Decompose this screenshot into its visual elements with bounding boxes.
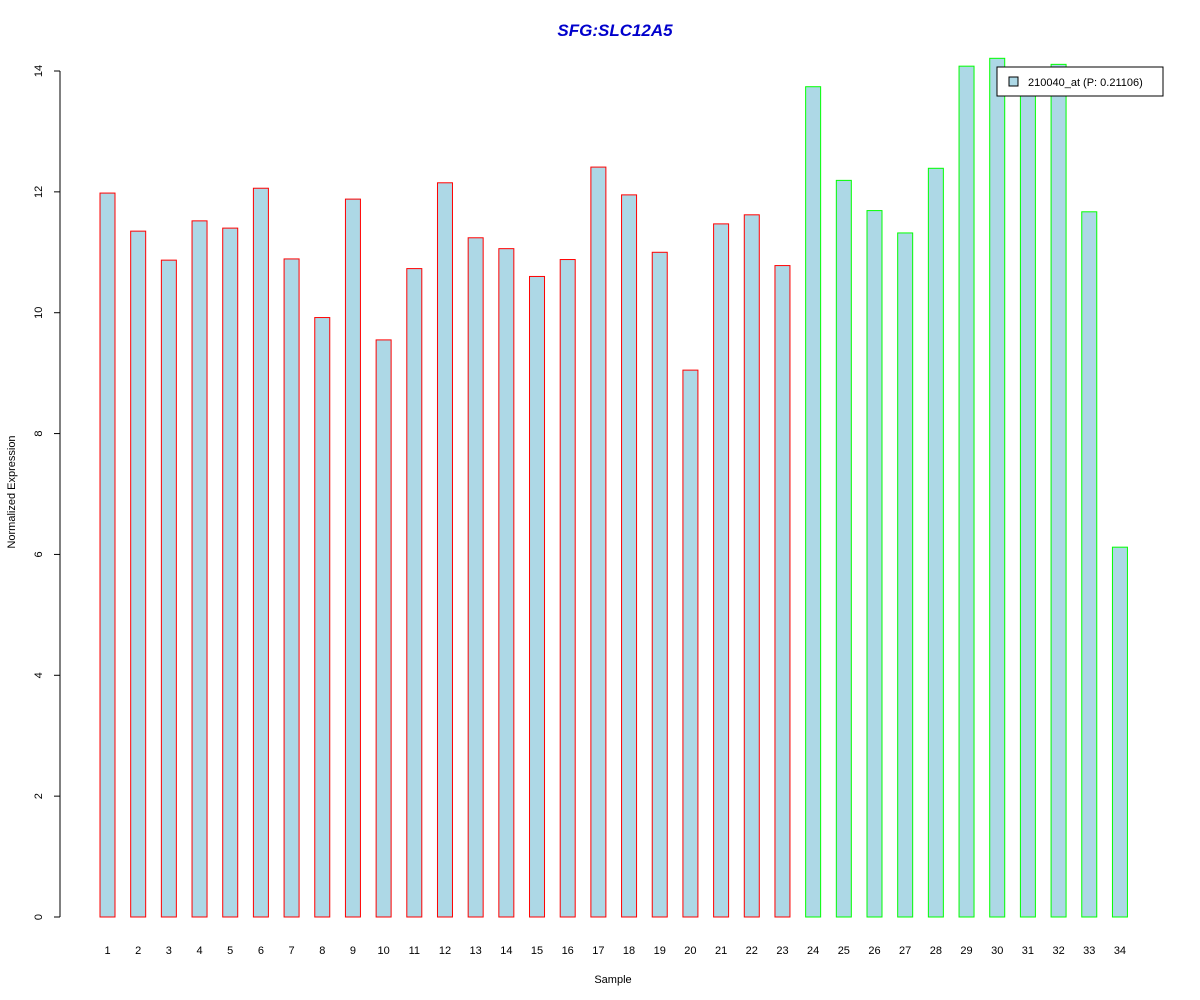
x-tick-label: 19 — [654, 945, 666, 957]
x-tick-label: 1 — [104, 945, 110, 957]
bar — [252, 187, 269, 918]
bar — [191, 220, 208, 918]
bar — [467, 237, 484, 918]
bar — [160, 259, 177, 918]
y-tick-label: 12 — [33, 186, 45, 198]
bar — [774, 265, 791, 918]
x-tick-label: 13 — [470, 945, 482, 957]
bar — [743, 214, 760, 918]
chart-title: SFG:SLC12A5 — [557, 21, 673, 40]
bar — [222, 227, 239, 918]
x-tick-label: 23 — [776, 945, 788, 957]
y-axis: 0 2 4 6 8 10 12 14 — [33, 65, 61, 920]
x-tick-label: 20 — [684, 945, 696, 957]
x-tick-label: 11 — [409, 945, 420, 957]
x-tick-label: 14 — [500, 945, 512, 957]
x-tick-label: 21 — [715, 945, 727, 957]
x-tick-label: 28 — [930, 945, 942, 957]
x-tick-label: 7 — [289, 945, 295, 957]
bars-group — [99, 57, 1128, 918]
x-tick-label: 2 — [135, 945, 141, 957]
x-tick-label: 25 — [838, 945, 850, 957]
bar — [1081, 211, 1098, 918]
bar — [989, 57, 1006, 918]
legend: 210040_at (P: 0.21106) — [996, 66, 1164, 97]
x-axis: 1 2 3 4 5 6 7 8 9 10 11 12 13 14 15 16 17 18 19 20 21 22 23 24 2… — [104, 945, 1126, 957]
x-tick-label: 22 — [746, 945, 758, 957]
y-axis-label: Normalized Expression — [6, 435, 18, 548]
x-tick-label: 31 — [1022, 945, 1034, 957]
bar — [866, 210, 883, 918]
x-tick-label: 27 — [899, 945, 911, 957]
bar — [314, 317, 331, 918]
x-tick-label: 30 — [991, 945, 1003, 957]
x-tick-label: 6 — [258, 945, 264, 957]
bar — [529, 275, 546, 918]
bar — [590, 166, 607, 918]
bar — [835, 179, 852, 918]
bar — [498, 248, 515, 918]
bar — [1050, 63, 1067, 918]
x-tick-label: 24 — [807, 945, 819, 957]
bar — [99, 192, 116, 918]
y-tick-label: 6 — [33, 551, 45, 557]
x-tick-label: 18 — [623, 945, 635, 957]
y-tick-label: 10 — [33, 307, 45, 319]
bar — [621, 194, 638, 918]
bar — [682, 369, 699, 918]
x-tick-label: 29 — [960, 945, 972, 957]
legend-label: 210040_at (P: 0.21106) — [1028, 77, 1143, 89]
x-tick-label: 12 — [439, 945, 451, 957]
x-axis-label: Sample — [594, 974, 631, 986]
y-tick-label: 14 — [33, 65, 45, 77]
bar — [344, 198, 361, 918]
x-tick-label: 32 — [1052, 945, 1064, 957]
y-tick-label: 4 — [33, 672, 45, 678]
x-tick-label: 16 — [562, 945, 574, 957]
legend-box — [996, 66, 1164, 97]
x-tick-label: 17 — [592, 945, 604, 957]
x-tick-label: 34 — [1114, 945, 1126, 957]
bar — [130, 230, 147, 918]
bar — [406, 268, 423, 918]
bar — [713, 223, 730, 918]
x-tick-label: 15 — [531, 945, 543, 957]
x-tick-label: 26 — [868, 945, 880, 957]
bar — [651, 251, 668, 918]
y-tick-label: 2 — [33, 793, 45, 799]
bar — [283, 258, 300, 918]
bar — [436, 182, 453, 918]
x-tick-label: 3 — [166, 945, 172, 957]
bar — [897, 232, 914, 918]
legend-swatch — [1008, 76, 1019, 87]
x-tick-label: 10 — [377, 945, 389, 957]
bar — [559, 259, 576, 918]
x-tick-label: 8 — [319, 945, 325, 957]
y-tick-label: 8 — [33, 431, 45, 437]
x-tick-label: 9 — [350, 945, 356, 957]
bar — [1111, 546, 1128, 918]
bar — [1019, 85, 1036, 918]
bar — [958, 65, 975, 918]
x-tick-label: 4 — [196, 945, 202, 957]
y-tick-label: 0 — [33, 914, 45, 920]
bar — [805, 86, 822, 918]
x-tick-label: 5 — [227, 945, 233, 957]
bar — [927, 167, 944, 918]
x-tick-label: 33 — [1083, 945, 1095, 957]
bar — [375, 339, 392, 918]
